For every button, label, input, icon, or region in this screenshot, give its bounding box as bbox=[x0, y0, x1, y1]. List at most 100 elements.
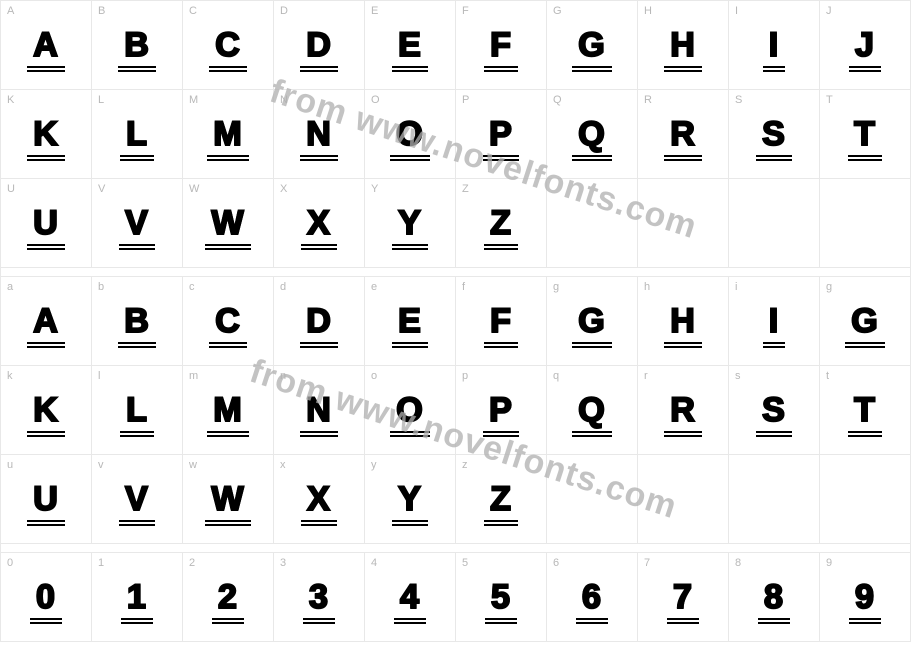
glyph-cell[interactable] bbox=[547, 455, 637, 543]
glyph-cell[interactable]: YY bbox=[365, 179, 455, 267]
cell-label: m bbox=[183, 366, 273, 384]
glyph-cell[interactable]: 77 bbox=[638, 553, 728, 641]
row-spacer bbox=[1, 544, 910, 552]
glyph: E bbox=[398, 304, 422, 350]
glyph-cell[interactable]: MM bbox=[183, 90, 273, 178]
cell-label: h bbox=[638, 277, 728, 295]
glyph-cell[interactable]: VV bbox=[92, 179, 182, 267]
glyph-wrap: H bbox=[638, 19, 728, 89]
glyph-cell[interactable]: XX bbox=[274, 179, 364, 267]
cell-label: b bbox=[92, 277, 182, 295]
glyph-cell[interactable]: UU bbox=[1, 179, 91, 267]
glyph: 8 bbox=[764, 580, 784, 626]
glyph-cell[interactable]: gG bbox=[547, 277, 637, 365]
glyph-cell[interactable]: mM bbox=[183, 366, 273, 454]
glyph-wrap: C bbox=[183, 295, 273, 365]
glyph-cell[interactable]: LL bbox=[92, 90, 182, 178]
glyph-cell[interactable]: zZ bbox=[456, 455, 546, 543]
glyph-wrap: S bbox=[729, 108, 819, 178]
glyph-cell[interactable]: pP bbox=[456, 366, 546, 454]
glyph-wrap: X bbox=[274, 473, 364, 543]
glyph-wrap: L bbox=[92, 384, 182, 454]
glyph-cell[interactable] bbox=[638, 455, 728, 543]
glyph-cell[interactable]: QQ bbox=[547, 90, 637, 178]
glyph-cell[interactable] bbox=[547, 179, 637, 267]
glyph-wrap: A bbox=[1, 19, 91, 89]
cell-label: T bbox=[820, 90, 910, 108]
glyph-cell[interactable]: 33 bbox=[274, 553, 364, 641]
glyph: L bbox=[126, 117, 148, 163]
glyph-cell[interactable]: eE bbox=[365, 277, 455, 365]
glyph-cell[interactable]: HH bbox=[638, 1, 728, 89]
glyph-cell[interactable]: kK bbox=[1, 366, 91, 454]
glyph-cell[interactable]: xX bbox=[274, 455, 364, 543]
glyph-cell[interactable]: ZZ bbox=[456, 179, 546, 267]
glyph-cell[interactable] bbox=[638, 179, 728, 267]
glyph-cell[interactable]: 99 bbox=[820, 553, 910, 641]
glyph-cell[interactable]: uU bbox=[1, 455, 91, 543]
glyph-cell[interactable]: NN bbox=[274, 90, 364, 178]
glyph-cell[interactable]: sS bbox=[729, 366, 819, 454]
glyph-cell[interactable]: JJ bbox=[820, 1, 910, 89]
glyph-cell[interactable]: RR bbox=[638, 90, 728, 178]
glyph-cell[interactable]: lL bbox=[92, 366, 182, 454]
glyph-cell[interactable]: 66 bbox=[547, 553, 637, 641]
glyph-cell[interactable]: SS bbox=[729, 90, 819, 178]
glyph-cell[interactable]: OO bbox=[365, 90, 455, 178]
cell-label: 5 bbox=[456, 553, 546, 571]
glyph-cell[interactable]: oO bbox=[365, 366, 455, 454]
glyph-cell[interactable]: 88 bbox=[729, 553, 819, 641]
glyph-cell[interactable]: 00 bbox=[1, 553, 91, 641]
glyph-cell[interactable]: CC bbox=[183, 1, 273, 89]
glyph-cell[interactable]: PP bbox=[456, 90, 546, 178]
glyph-cell[interactable]: fF bbox=[456, 277, 546, 365]
glyph-cell[interactable]: hH bbox=[638, 277, 728, 365]
glyph-cell[interactable]: EE bbox=[365, 1, 455, 89]
cell-label: R bbox=[638, 90, 728, 108]
glyph-cell[interactable] bbox=[820, 455, 910, 543]
glyph-cell[interactable]: gG bbox=[820, 277, 910, 365]
glyph-cell[interactable]: wW bbox=[183, 455, 273, 543]
glyph-cell[interactable]: 11 bbox=[92, 553, 182, 641]
cell-label bbox=[820, 179, 910, 197]
glyph-cell[interactable]: WW bbox=[183, 179, 273, 267]
glyph-cell[interactable]: 44 bbox=[365, 553, 455, 641]
glyph-cell[interactable]: dD bbox=[274, 277, 364, 365]
glyph-cell[interactable]: tT bbox=[820, 366, 910, 454]
glyph-cell[interactable] bbox=[820, 179, 910, 267]
cell-label: D bbox=[274, 1, 364, 19]
glyph-cell[interactable]: 55 bbox=[456, 553, 546, 641]
cell-label bbox=[729, 455, 819, 473]
glyph-cell[interactable]: bB bbox=[92, 277, 182, 365]
glyph-cell[interactable]: 22 bbox=[183, 553, 273, 641]
glyph-cell[interactable] bbox=[729, 455, 819, 543]
cell-label: p bbox=[456, 366, 546, 384]
glyph: U bbox=[33, 206, 59, 252]
glyph-cell[interactable]: II bbox=[729, 1, 819, 89]
glyph-wrap: U bbox=[1, 197, 91, 267]
glyph-wrap bbox=[820, 473, 910, 543]
glyph-wrap: E bbox=[365, 295, 455, 365]
cell-label: E bbox=[365, 1, 455, 19]
glyph-cell[interactable]: TT bbox=[820, 90, 910, 178]
glyph-cell[interactable]: vV bbox=[92, 455, 182, 543]
glyph: H bbox=[670, 304, 696, 350]
glyph-cell[interactable]: BB bbox=[92, 1, 182, 89]
glyph-cell[interactable]: nN bbox=[274, 366, 364, 454]
glyph-cell[interactable]: KK bbox=[1, 90, 91, 178]
glyph-cell[interactable]: qQ bbox=[547, 366, 637, 454]
glyph-cell[interactable]: iI bbox=[729, 277, 819, 365]
glyph-cell[interactable]: yY bbox=[365, 455, 455, 543]
glyph-cell[interactable]: AA bbox=[1, 1, 91, 89]
glyph-cell[interactable] bbox=[729, 179, 819, 267]
glyph-cell[interactable]: GG bbox=[547, 1, 637, 89]
glyph-cell[interactable]: FF bbox=[456, 1, 546, 89]
glyph-cell[interactable]: rR bbox=[638, 366, 728, 454]
glyph: F bbox=[490, 304, 512, 350]
glyph-cell[interactable]: aA bbox=[1, 277, 91, 365]
glyph-cell[interactable]: DD bbox=[274, 1, 364, 89]
glyph: 7 bbox=[673, 580, 693, 626]
glyph-cell[interactable]: cC bbox=[183, 277, 273, 365]
glyph: 0 bbox=[36, 580, 56, 626]
glyph-wrap: O bbox=[365, 108, 455, 178]
